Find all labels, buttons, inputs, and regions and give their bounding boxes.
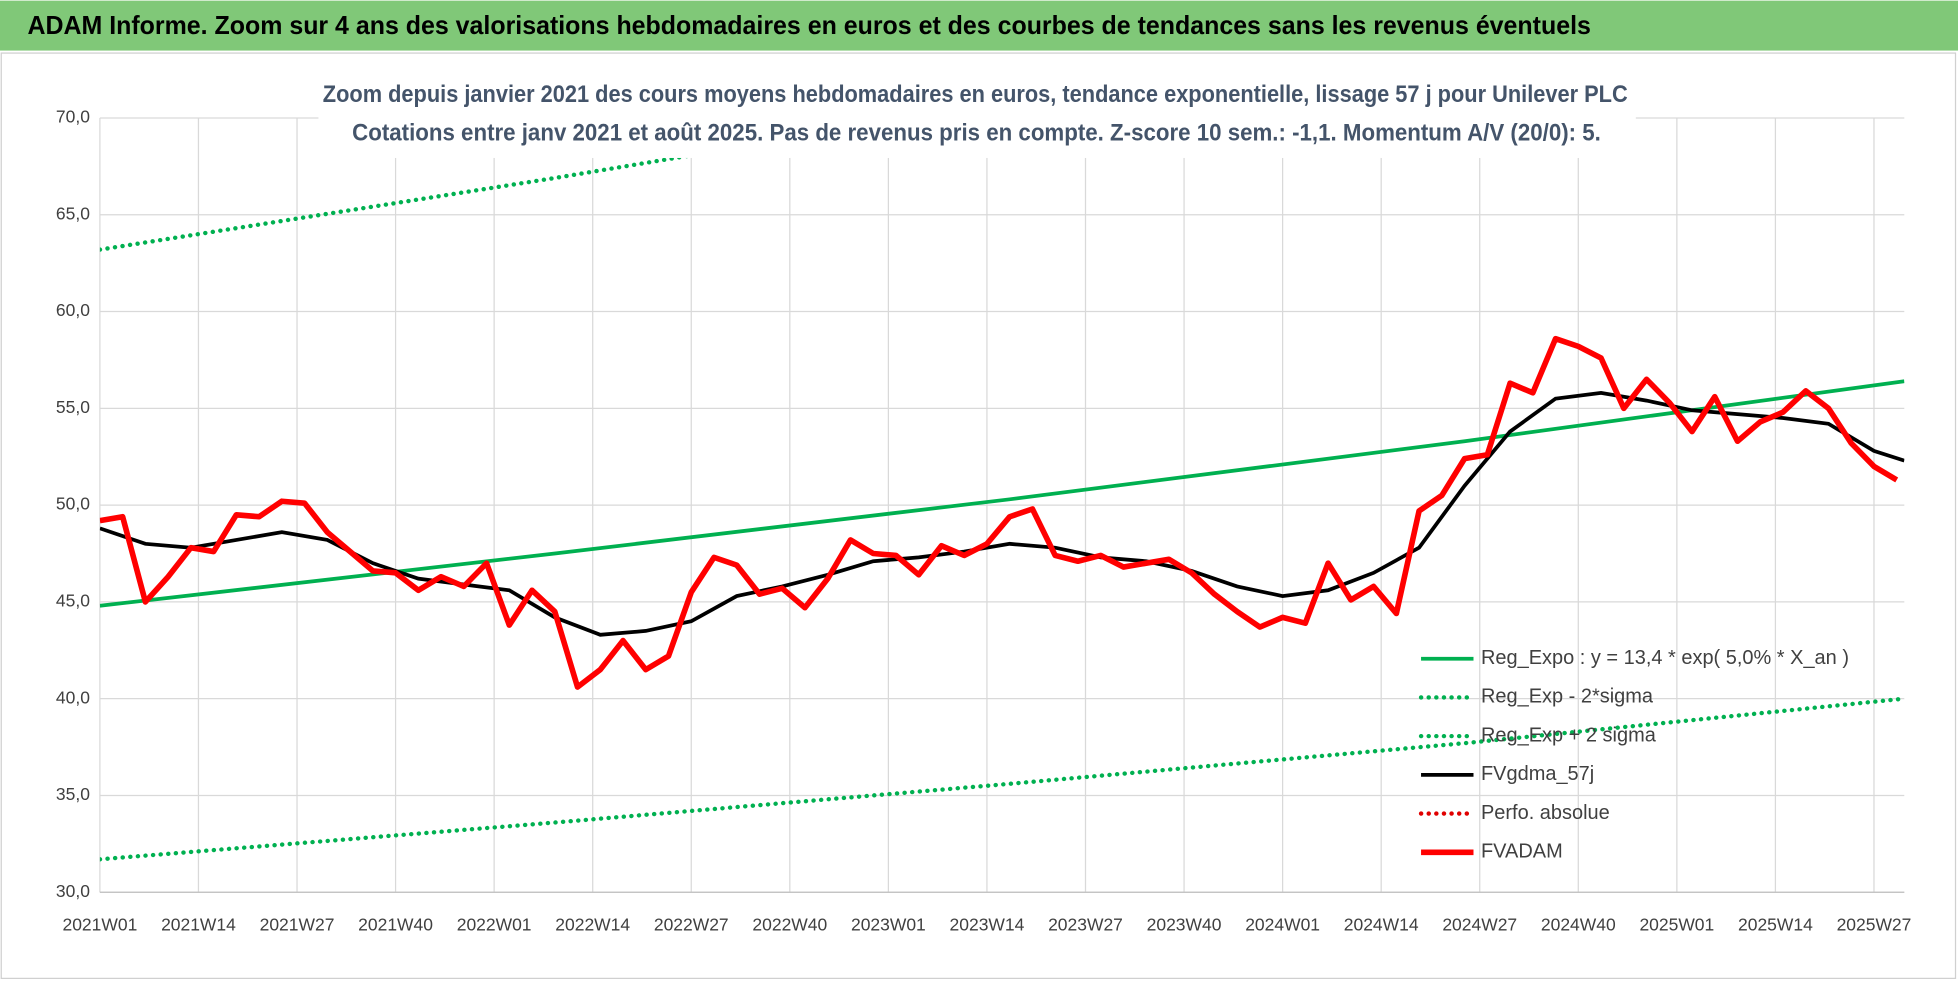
- x-tick-label: 2021W01: [63, 915, 138, 935]
- x-tick-label: 2022W14: [555, 915, 630, 935]
- series-line: [99, 379, 1905, 608]
- legend-label: Reg_Exp + 2 sigma: [1481, 724, 1657, 746]
- legend-label: Perfo. absolue: [1481, 802, 1610, 824]
- x-tick-label: 2024W14: [1344, 915, 1419, 935]
- y-tick-label: 30,0: [56, 881, 90, 901]
- y-tick-label: 60,0: [56, 300, 90, 320]
- header-bar: [0, 0, 1958, 51]
- title-background: [318, 75, 1636, 158]
- x-tick-label: 2025W27: [1837, 915, 1912, 935]
- y-tick-label: 70,0: [56, 107, 90, 127]
- legend-label: Reg_Exp - 2*sigma: [1481, 686, 1654, 708]
- x-tick-label: 2023W40: [1147, 915, 1222, 935]
- y-tick-label: 50,0: [56, 494, 90, 514]
- x-tick-label: 2025W14: [1738, 915, 1813, 935]
- x-tick-label: 2023W27: [1048, 915, 1123, 935]
- legend-label: Reg_Expo : y = 13,4 * exp( 5,0% * X_an ): [1481, 647, 1849, 669]
- y-tick-label: 40,0: [56, 687, 90, 707]
- x-tick-label: 2022W01: [457, 915, 532, 935]
- chart-title: Zoom depuis janvier 2021 des cours moyen…: [323, 82, 1628, 108]
- header-title: ADAM Informe. Zoom sur 4 ans des valoris…: [27, 10, 1590, 40]
- series-line: [99, 335, 1899, 690]
- series-line: [99, 118, 930, 252]
- x-tick-label: 2024W01: [1245, 915, 1320, 935]
- chart-subtitle: Cotations entre janv 2021 et août 2025. …: [352, 121, 1601, 147]
- legend-label: FVgdma_57j: [1481, 763, 1594, 785]
- x-tick-label: 2024W27: [1442, 915, 1517, 935]
- y-tick-label: 45,0: [56, 591, 90, 611]
- x-tick-label: 2022W40: [752, 915, 827, 935]
- x-tick-label: 2021W14: [161, 915, 236, 935]
- x-tick-label: 2023W01: [851, 915, 926, 935]
- series-line: [99, 696, 1905, 862]
- x-tick-label: 2021W40: [358, 915, 433, 935]
- y-tick-label: 65,0: [56, 203, 90, 223]
- x-tick-label: 2022W27: [654, 915, 729, 935]
- chart-frame: [0, 52, 1957, 980]
- y-tick-label: 55,0: [56, 397, 90, 417]
- legend-label: FVADAM: [1481, 841, 1563, 863]
- x-tick-label: 2023W14: [950, 915, 1025, 935]
- x-tick-label: 2021W27: [260, 915, 335, 935]
- y-tick-label: 35,0: [56, 784, 90, 804]
- x-tick-label: 2025W01: [1639, 915, 1714, 935]
- x-tick-label: 2024W40: [1541, 915, 1616, 935]
